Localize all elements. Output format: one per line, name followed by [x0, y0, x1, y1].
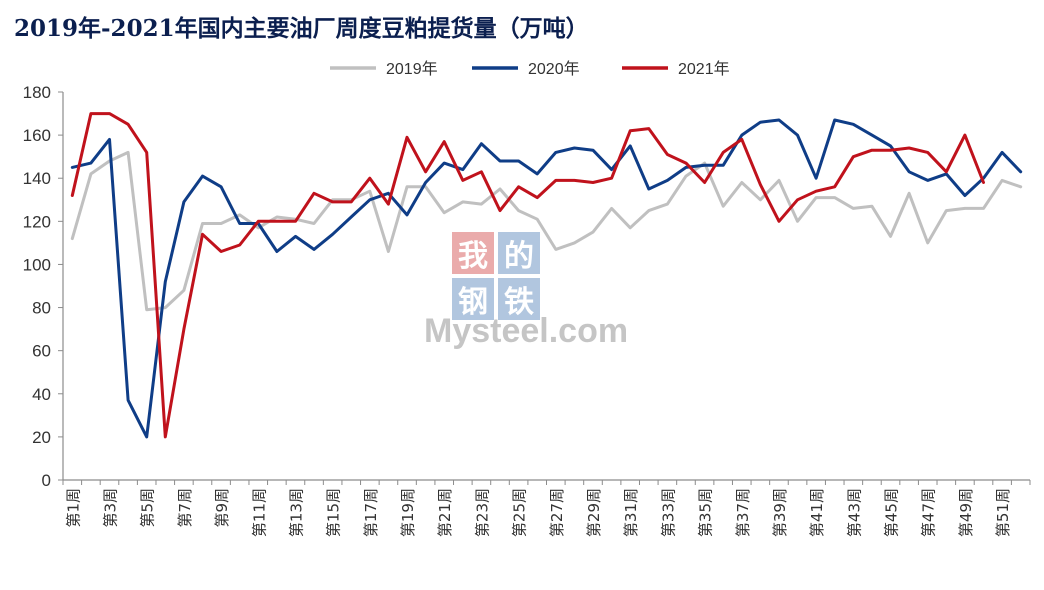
legend-label-1: 2020年 — [528, 60, 580, 78]
y-tick-label: 160 — [23, 126, 51, 145]
x-tick-label: 第25周 — [511, 488, 529, 537]
x-tick-label: 第49周 — [957, 488, 975, 537]
y-tick-label: 100 — [23, 255, 51, 274]
x-tick-label: 第13周 — [287, 488, 305, 537]
x-tick-label: 第7周 — [176, 488, 194, 528]
series-line-0 — [70, 150, 1023, 312]
series-group — [70, 112, 1023, 439]
x-tick-label: 第31周 — [622, 488, 640, 537]
y-tick-label: 180 — [23, 83, 51, 102]
x-tick-label: 第39周 — [771, 488, 789, 537]
x-tick-label: 第17周 — [362, 488, 380, 537]
watermark-box-3 — [452, 278, 494, 320]
watermark-box-1 — [452, 232, 494, 274]
x-tick-label: 第15周 — [325, 488, 343, 537]
x-tick-label: 第41周 — [808, 488, 826, 537]
watermark-char-4: 铁 — [504, 285, 534, 320]
y-tick-label: 20 — [32, 428, 51, 447]
y-tick-label: 80 — [32, 299, 51, 318]
x-tick-label: 第37周 — [734, 488, 752, 537]
y-tick-label: 120 — [23, 212, 51, 231]
watermark-char-2: 的 — [504, 239, 534, 274]
x-tick-label: 第9周 — [213, 488, 231, 528]
y-tick-label: 60 — [32, 342, 51, 361]
watermark-box-4 — [498, 278, 540, 320]
y-tick-label: 40 — [32, 385, 51, 404]
legend-label-2: 2021年 — [678, 60, 730, 78]
legend-label-0: 2019年 — [386, 60, 438, 78]
x-tick-label: 第11周 — [250, 488, 268, 537]
y-tick-label: 140 — [23, 169, 51, 188]
x-tick-label: 第35周 — [697, 488, 715, 537]
x-tick-label: 第47周 — [920, 488, 938, 537]
x-tick-label: 第43周 — [845, 488, 863, 537]
x-tick-label: 第1周 — [64, 488, 82, 528]
y-tick-label: 0 — [42, 471, 51, 490]
watermark: 我 的 钢 铁 Mysteel.com — [424, 232, 628, 350]
legend: 2019年 2020年 2021年 — [330, 60, 730, 78]
x-tick-label: 第3周 — [101, 488, 119, 528]
watermark-char-1: 我 — [458, 239, 488, 274]
x-tick-label: 第33周 — [659, 488, 677, 537]
watermark-box-2 — [498, 232, 540, 274]
x-tick-label: 第27周 — [548, 488, 566, 537]
x-tick-label: 第21周 — [436, 488, 454, 537]
axes: 0 20 40 60 80 100 120 140 160 180 第1周 第3周 第5周 第7周 第9周 第… — [23, 83, 1031, 537]
series-line-2 — [70, 112, 985, 439]
x-tick-label: 第29周 — [585, 488, 603, 537]
watermark-brand: Mysteel.com — [424, 312, 628, 350]
x-tick-label: 第23周 — [473, 488, 491, 537]
x-tick-label: 第45周 — [883, 488, 901, 537]
x-tick-label: 第19周 — [399, 488, 417, 537]
chart-title: 2019年-2021年国内主要油厂周度豆粕提货量（万吨） — [14, 15, 589, 42]
x-tick-label: 第51周 — [994, 488, 1012, 537]
watermark-char-3: 钢 — [458, 285, 488, 320]
series-line-1 — [70, 118, 1023, 439]
x-tick-label: 第5周 — [139, 488, 157, 528]
